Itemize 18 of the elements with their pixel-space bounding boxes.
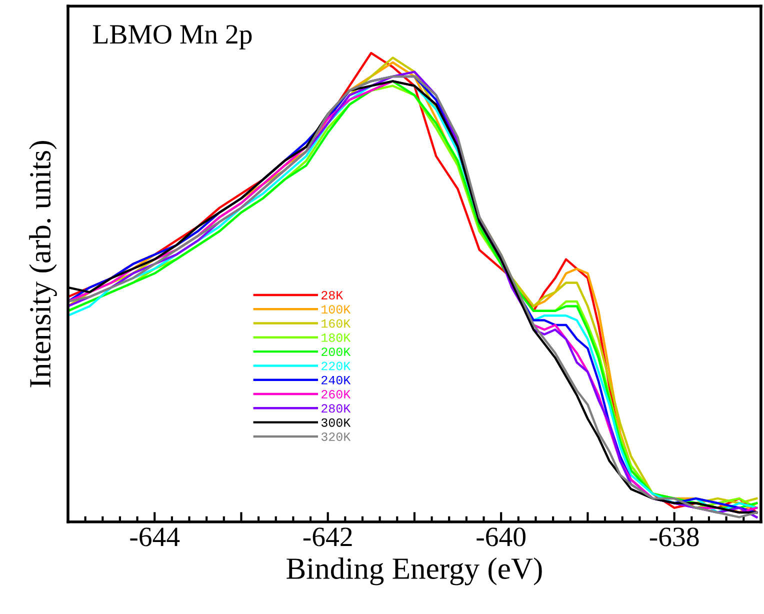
text: 320K <box>321 432 351 441</box>
y-axis-title: Intensity (arb. units) <box>29 141 57 388</box>
text: 280K <box>322 404 351 413</box>
chart-title: LBMO Mn 2p <box>93 25 252 50</box>
text: 180K <box>322 333 351 342</box>
text: 28K <box>322 290 344 300</box>
text: 160K <box>322 319 351 328</box>
x-tick-label: -640 <box>476 528 526 546</box>
text: 100K <box>322 305 351 314</box>
text: 240K <box>322 376 351 384</box>
x-tick-label: -642 <box>303 528 352 546</box>
text: 260K <box>322 390 351 399</box>
x-tick-label: -644 <box>130 528 180 546</box>
x-tick-label: -638 <box>650 528 699 546</box>
text: 200K <box>322 348 351 356</box>
x-axis-title: Binding Energy (eV) <box>286 558 542 586</box>
text: 220K <box>322 362 351 370</box>
text: 300K <box>321 418 351 427</box>
